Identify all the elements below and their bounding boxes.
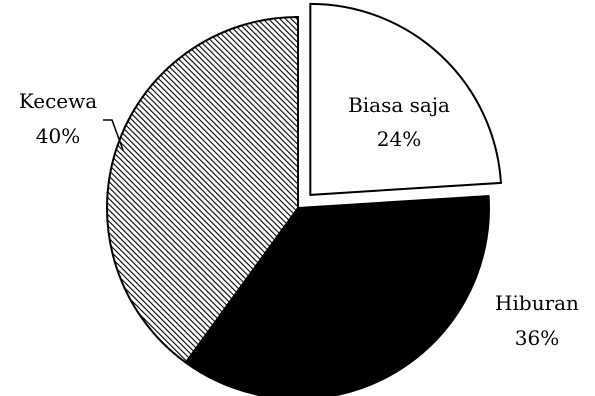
leader-line-kecewa [103, 119, 124, 151]
pie-slice-hiburan [184, 194, 490, 396]
pie-slice-kecewa [106, 15, 299, 364]
label-biasa-saja-value: 24% [377, 127, 421, 151]
label-biasa-saja-name: Biasa saja [348, 93, 450, 117]
slices-group [106, 2, 503, 396]
label-biasa-saja: Biasa saja 24% [348, 93, 450, 151]
pie-slice-biasa-saja [309, 2, 503, 196]
label-kecewa-value: 40% [36, 124, 80, 148]
label-kecewa: Kecewa 40% [19, 89, 97, 148]
label-hiburan-value: 36% [515, 326, 559, 350]
label-hiburan: Hiburan 36% [495, 291, 579, 350]
label-kecewa-name: Kecewa [19, 89, 97, 113]
label-hiburan-name: Hiburan [495, 291, 579, 315]
